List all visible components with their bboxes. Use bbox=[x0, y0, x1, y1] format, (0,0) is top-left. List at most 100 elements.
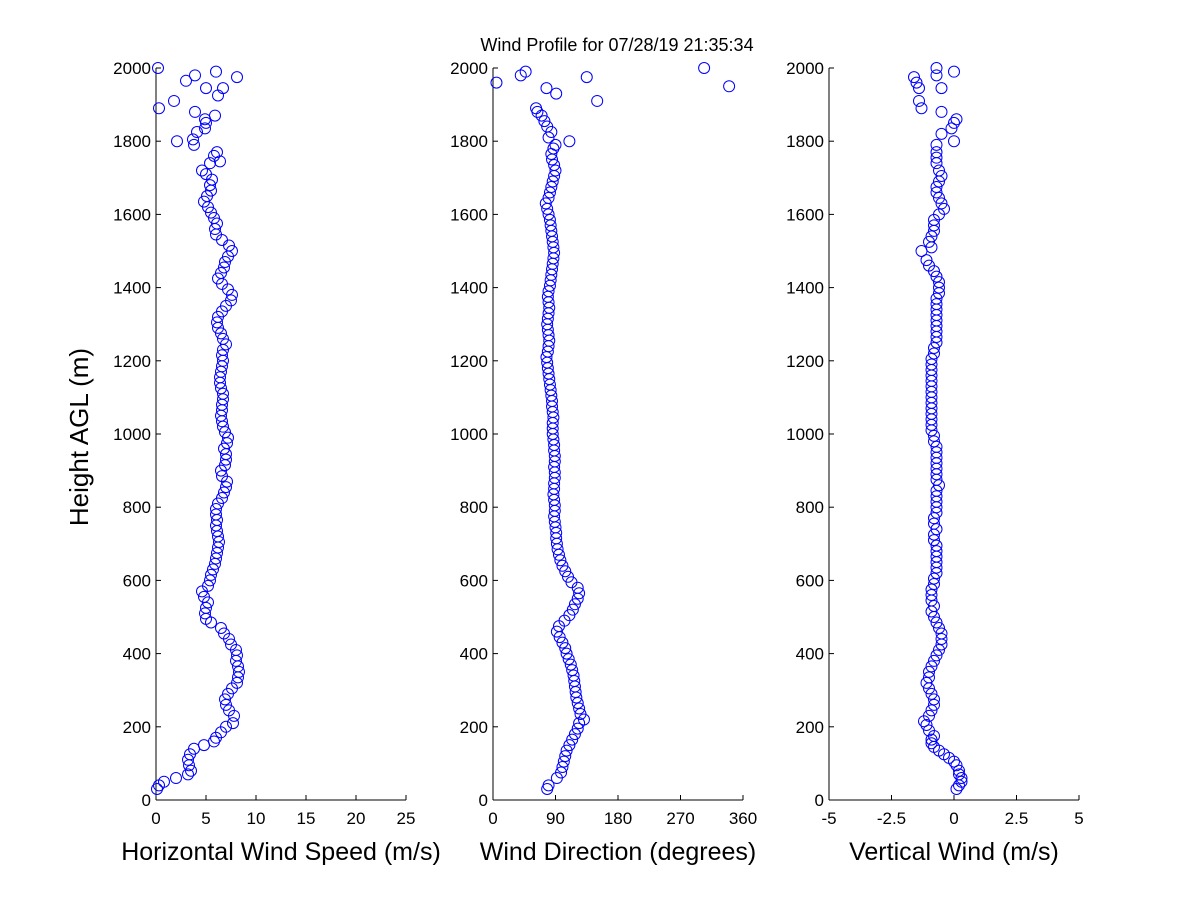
data-point bbox=[204, 574, 216, 587]
data-point bbox=[925, 660, 938, 673]
data-point bbox=[925, 737, 938, 750]
data-point bbox=[923, 665, 935, 678]
data-point bbox=[955, 775, 968, 788]
data-point bbox=[908, 71, 920, 84]
data-point bbox=[220, 338, 232, 351]
y-tick-label: 800 bbox=[123, 498, 151, 517]
data-point bbox=[923, 235, 935, 248]
y-tick-label: 200 bbox=[123, 718, 151, 737]
data-point bbox=[542, 191, 555, 204]
data-point bbox=[218, 486, 230, 499]
data-point bbox=[910, 76, 923, 89]
data-point bbox=[568, 598, 581, 611]
data-point bbox=[930, 270, 943, 283]
data-point bbox=[217, 332, 229, 345]
data-point bbox=[923, 671, 935, 684]
data-point bbox=[935, 127, 948, 140]
data-point bbox=[923, 259, 935, 272]
data-point bbox=[152, 62, 164, 74]
data-point bbox=[564, 658, 577, 671]
data-point bbox=[539, 197, 552, 210]
data-point bbox=[211, 217, 223, 230]
y-tick-label: 1600 bbox=[113, 205, 151, 224]
data-point bbox=[198, 739, 210, 752]
data-point bbox=[723, 80, 736, 93]
y-tick-label: 2000 bbox=[786, 59, 824, 78]
y-tick-label: 600 bbox=[460, 571, 488, 590]
y-tick-label: 1200 bbox=[113, 352, 151, 371]
y-tick-label: 400 bbox=[123, 645, 151, 664]
data-point bbox=[227, 717, 239, 730]
data-point bbox=[928, 534, 940, 547]
data-point bbox=[928, 347, 940, 360]
data-point bbox=[158, 775, 170, 788]
data-point bbox=[538, 115, 551, 128]
data-point bbox=[210, 503, 222, 516]
y-tick-label: 200 bbox=[460, 718, 488, 737]
data-point bbox=[928, 341, 940, 354]
data-point bbox=[566, 733, 579, 746]
data-point bbox=[543, 213, 556, 226]
data-point bbox=[568, 728, 581, 741]
data-point bbox=[218, 442, 230, 455]
data-point bbox=[930, 490, 943, 503]
data-point bbox=[219, 426, 231, 439]
data-point bbox=[212, 272, 224, 285]
data-point bbox=[208, 149, 220, 162]
data-point bbox=[216, 470, 228, 483]
data-point bbox=[566, 664, 579, 677]
x-tick-label: -5 bbox=[821, 809, 836, 828]
data-point bbox=[205, 206, 217, 219]
data-point bbox=[573, 702, 586, 715]
data-point bbox=[933, 621, 945, 634]
data-point bbox=[182, 753, 194, 766]
y-tick-label: 800 bbox=[460, 498, 488, 517]
panel-speed: 0 200 400 600 800 1000 1200 1400 1600 1800 2000 0 5 1… bbox=[113, 59, 441, 866]
data-point bbox=[216, 492, 228, 505]
data-point bbox=[187, 133, 199, 146]
data-point bbox=[930, 523, 943, 536]
data-point bbox=[928, 693, 940, 706]
data-point bbox=[933, 164, 945, 177]
data-point bbox=[930, 146, 943, 159]
data-point bbox=[211, 316, 223, 329]
data-point bbox=[225, 638, 237, 651]
y-tick-label: 1800 bbox=[786, 132, 824, 151]
data-point bbox=[188, 138, 200, 151]
y-tick-label: 600 bbox=[796, 571, 824, 590]
data-point bbox=[913, 94, 925, 107]
data-point bbox=[933, 643, 945, 656]
data-point bbox=[530, 102, 543, 115]
data-point bbox=[928, 517, 940, 530]
data-point bbox=[541, 120, 554, 133]
data-point bbox=[559, 642, 572, 655]
data-point bbox=[205, 568, 217, 581]
data-point bbox=[933, 276, 945, 289]
y-tick-label: 1400 bbox=[113, 279, 151, 298]
data-point bbox=[925, 733, 938, 746]
data-point bbox=[207, 563, 219, 576]
data-point bbox=[220, 481, 232, 494]
y-tick-label: 800 bbox=[796, 498, 824, 517]
data-point bbox=[920, 718, 933, 731]
x-tick-label: 10 bbox=[247, 809, 266, 828]
data-point bbox=[930, 292, 943, 305]
y-tick-label: 2000 bbox=[450, 59, 488, 78]
data-point bbox=[218, 261, 230, 274]
data-point bbox=[182, 768, 194, 781]
data-point bbox=[204, 157, 216, 170]
data-point bbox=[935, 197, 948, 210]
data-point bbox=[210, 65, 222, 78]
data-point bbox=[920, 676, 933, 689]
x-tick-label: 360 bbox=[729, 809, 757, 828]
data-point bbox=[925, 687, 938, 700]
data-point bbox=[915, 102, 928, 115]
data-point bbox=[216, 349, 228, 362]
data-point bbox=[915, 245, 928, 257]
data-point bbox=[913, 82, 925, 95]
data-point bbox=[559, 565, 572, 578]
x-axis-label: Wind Direction (degrees) bbox=[480, 838, 757, 866]
data-point bbox=[591, 94, 604, 107]
data-point bbox=[225, 294, 237, 307]
y-tick-label: 200 bbox=[796, 718, 824, 737]
